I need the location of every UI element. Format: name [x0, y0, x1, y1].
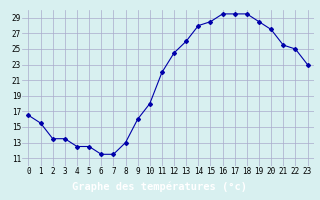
Text: Graphe des températures (°c): Graphe des températures (°c)	[73, 182, 247, 192]
